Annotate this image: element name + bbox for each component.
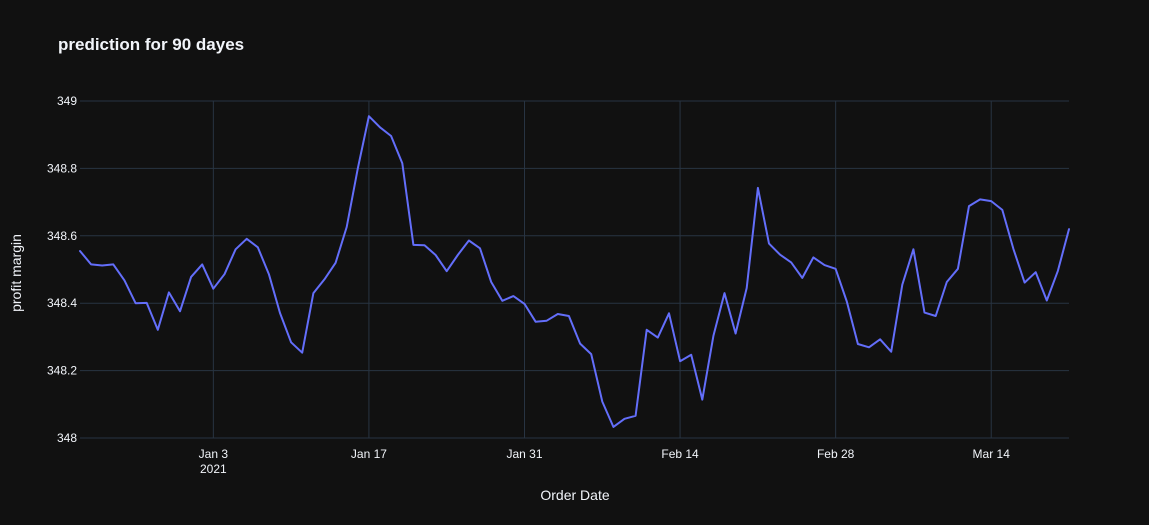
series-line (79, 115, 1070, 428)
y-axis-label: profit margin (8, 234, 24, 312)
y-tick-label: 348.6 (47, 229, 77, 243)
y-tick-label: 348 (57, 431, 77, 445)
x-gridlines (212, 101, 992, 438)
y-gridlines (80, 100, 1069, 439)
x-axis-label: Order Date (540, 487, 609, 503)
y-tick-label: 348.2 (47, 364, 77, 378)
y-axis-ticks: 348 348.2 348.4 348.6 348.8 349 (47, 94, 77, 445)
x-tick-label: Feb 28 (817, 447, 855, 461)
x-tick-label: Jan 3 (199, 447, 229, 461)
x-tick-sublabel: 2021 (200, 462, 227, 476)
y-tick-label: 349 (57, 94, 77, 108)
x-tick-label: Jan 17 (351, 447, 387, 461)
y-tick-label: 348.8 (47, 161, 77, 175)
x-tick-label: Jan 31 (506, 447, 542, 461)
x-tick-label: Feb 14 (661, 447, 699, 461)
chart-title: prediction for 90 dayes (58, 35, 244, 54)
y-tick-label: 348.4 (47, 296, 77, 310)
x-tick-label: Mar 14 (973, 447, 1011, 461)
series-group (79, 115, 1070, 428)
